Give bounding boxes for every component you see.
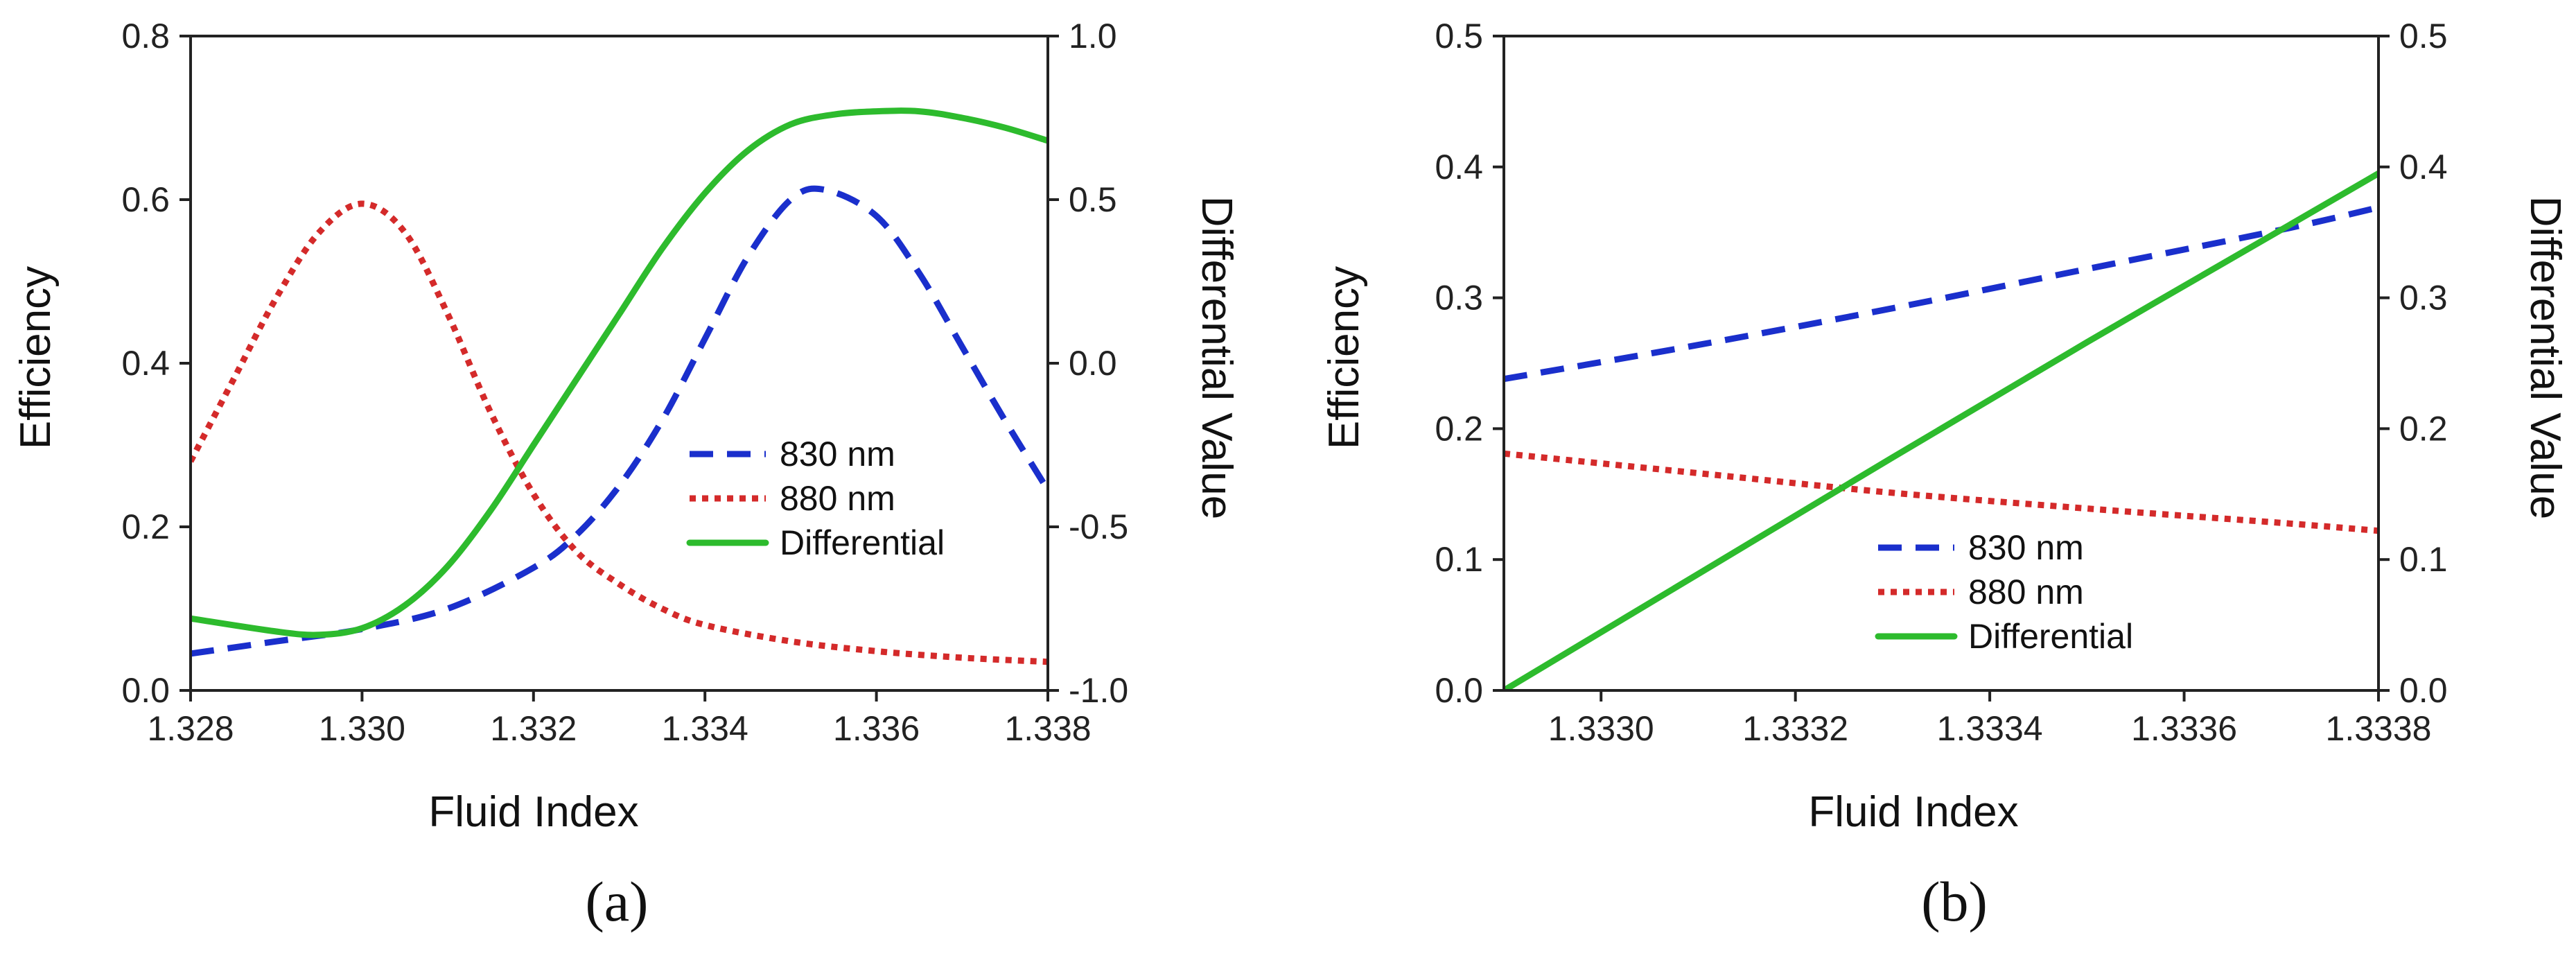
chart-b-ytick-label: 0.2 bbox=[1435, 409, 1483, 448]
chart-b-xtick-label: 1.3338 bbox=[2326, 709, 2432, 748]
chart-a-legend-label: 830 nm bbox=[780, 435, 895, 473]
chart-a-ytick-label: 0.6 bbox=[121, 180, 170, 219]
chart-b-legend-label: Differential bbox=[1968, 617, 2133, 656]
chart-b-xtick-label: 1.3336 bbox=[2131, 709, 2237, 748]
chart-b-y2tick-label: 0.2 bbox=[2399, 409, 2448, 448]
chart-b-y2tick-label: 0.3 bbox=[2399, 279, 2448, 317]
chart-a-legend-label: 880 nm bbox=[780, 479, 895, 518]
chart-a-legend: 830 nm 880 nm Differential bbox=[686, 435, 945, 562]
chart-a-ylabel: Efficiency bbox=[12, 266, 60, 449]
chart-b-y2tick-label: 0.4 bbox=[2399, 148, 2448, 186]
chart-b-y2label: Differential Value bbox=[2521, 196, 2569, 519]
chart-a-xtick-label: 1.330 bbox=[319, 709, 405, 748]
chart-b-xtick-label: 1.3330 bbox=[1548, 709, 1654, 748]
chart-a-y2tick-label: 1.0 bbox=[1069, 17, 1117, 55]
chart-a-xlabel: Fluid Index bbox=[428, 788, 638, 836]
chart-b-y2tick-label: 0.5 bbox=[2399, 17, 2448, 55]
chart-b-legend-label: 830 nm bbox=[1968, 528, 2084, 567]
chart-b-y2tick-label: 0.0 bbox=[2399, 671, 2448, 710]
chart-b-ytick-label: 0.4 bbox=[1435, 148, 1483, 186]
chart-b-ytick-label: 0.5 bbox=[1435, 17, 1483, 55]
chart-a-series-differential bbox=[191, 107, 1048, 638]
chart-a-ytick-label: 0.2 bbox=[121, 507, 170, 546]
chart-a-xtick-label: 1.332 bbox=[490, 709, 577, 748]
chart-b-panel-label: (b) bbox=[1921, 870, 1988, 933]
chart-a-xtick-label: 1.334 bbox=[662, 709, 748, 748]
chart-b-ylabel: Efficiency bbox=[1320, 266, 1368, 449]
chart-a-y2tick-label: 0.0 bbox=[1069, 344, 1117, 383]
chart-a-y2tick-label: -0.5 bbox=[1069, 507, 1128, 546]
chart-b-xlabel: Fluid Index bbox=[1808, 788, 2018, 836]
chart-b-series-differential bbox=[1504, 170, 2378, 690]
chart-b-frame bbox=[1502, 35, 2380, 692]
chart-b-xtick-label: 1.3334 bbox=[1937, 709, 2043, 748]
chart-a-ytick-label: 0.4 bbox=[121, 344, 170, 383]
chart-a-xtick-label: 1.328 bbox=[147, 709, 234, 748]
chart-b-ytick-label: 0.0 bbox=[1435, 671, 1483, 710]
chart-b-legend: 830 nm 880 nm Differential bbox=[1875, 528, 2133, 656]
chart-b-y2tick-label: 0.1 bbox=[2399, 540, 2448, 579]
chart-a-legend-label: Differential bbox=[780, 523, 945, 562]
chart-b-ytick-label: 0.3 bbox=[1435, 279, 1483, 317]
chart-a-xtick-label: 1.338 bbox=[1004, 709, 1091, 748]
chart-b: 1.3330 1.3332 1.3334 1.3336 1.33380.00.10.20… bbox=[1320, 17, 2569, 933]
chart-a-panel-label: (a) bbox=[585, 870, 648, 933]
chart-a-ytick-label: 0.0 bbox=[121, 671, 170, 710]
chart-b-xtick-label: 1.3332 bbox=[1742, 709, 1848, 748]
chart-a-y2label: Differential Value bbox=[1193, 196, 1241, 519]
chart-a-ytick-label: 0.8 bbox=[121, 17, 170, 55]
chart-a-y2tick-label: -1.0 bbox=[1069, 671, 1128, 710]
chart-a-series-880-nm bbox=[191, 200, 1048, 665]
chart-a-y2tick-label: 0.5 bbox=[1069, 180, 1117, 219]
chart-a-series-830-nm bbox=[191, 185, 1048, 657]
chart-a-xtick-label: 1.336 bbox=[833, 709, 920, 748]
chart-b-legend-label: 880 nm bbox=[1968, 573, 2084, 611]
chart-b-ytick-label: 0.1 bbox=[1435, 540, 1483, 579]
chart-a: 1.328 1.330 1.332 1.334 1.336 1.338 0.0 0.2 0.4 0… bbox=[12, 17, 1241, 933]
